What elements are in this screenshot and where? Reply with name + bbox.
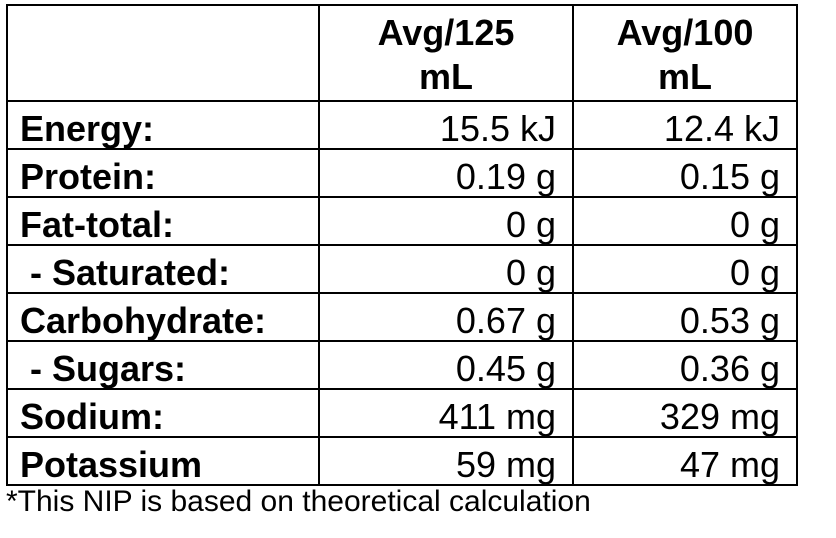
table-row-fat-total: Fat-total: 0 g 0 g [6, 196, 798, 246]
table-row-energy: Energy: 15.5 kJ 12.4 kJ [6, 100, 798, 150]
header-cell-per-125ml: Avg/125 mL [318, 4, 574, 102]
value-per-125ml: 0 g [318, 244, 574, 294]
value-per-100ml: 0 g [572, 196, 798, 246]
nutrient-label: Fat-total: [6, 196, 320, 246]
value-per-125ml: 0.67 g [318, 292, 574, 342]
value-per-100ml: 47 mg [572, 436, 798, 486]
table-row-sugars: - Sugars: 0.45 g 0.36 g [6, 340, 798, 390]
nutrient-label: Sodium: [6, 388, 320, 438]
value-per-100ml: 329 mg [572, 388, 798, 438]
value-per-125ml: 0.19 g [318, 148, 574, 198]
table-row-saturated: - Saturated: 0 g 0 g [6, 244, 798, 294]
nutrient-label: Protein: [6, 148, 320, 198]
value-per-100ml: 0.53 g [572, 292, 798, 342]
header-per-125ml-line2: mL [419, 56, 473, 97]
table-row-protein: Protein: 0.19 g 0.15 g [6, 148, 798, 198]
header-cell-per-100ml: Avg/100 mL [572, 4, 798, 102]
table-header: Avg/125 mL Avg/100 mL [6, 4, 798, 102]
nutrition-information-table: Avg/125 mL Avg/100 mL Energy: 15.5 kJ 12… [6, 4, 798, 486]
value-per-100ml: 12.4 kJ [572, 100, 798, 150]
value-per-125ml: 15.5 kJ [318, 100, 574, 150]
table-row-sodium: Sodium: 411 mg 329 mg [6, 388, 798, 438]
value-per-125ml: 0.45 g [318, 340, 574, 390]
nutrient-label: - Sugars: [6, 340, 320, 390]
value-per-100ml: 0 g [572, 244, 798, 294]
footnote: *This NIP is based on theoretical calcul… [6, 485, 591, 518]
table-row-carbohydrate: Carbohydrate: 0.67 g 0.53 g [6, 292, 798, 342]
table-row-potassium: Potassium 59 mg 47 mg [6, 436, 798, 486]
value-per-125ml: 59 mg [318, 436, 574, 486]
value-per-125ml: 0 g [318, 196, 574, 246]
value-per-125ml: 411 mg [318, 388, 574, 438]
nutrient-label: Potassium [6, 436, 320, 486]
nutrient-label: Carbohydrate: [6, 292, 320, 342]
value-per-100ml: 0.15 g [572, 148, 798, 198]
nutrient-label: Energy: [6, 100, 320, 150]
header-per-100ml-line1: Avg/100 [616, 12, 754, 53]
header-row: Avg/125 mL Avg/100 mL [6, 4, 798, 102]
nutrient-label: - Saturated: [6, 244, 320, 294]
header-cell-blank [6, 4, 320, 102]
table-body: Energy: 15.5 kJ 12.4 kJ Protein: 0.19 g … [6, 100, 798, 486]
value-per-100ml: 0.36 g [572, 340, 798, 390]
header-per-125ml-line1: Avg/125 [377, 12, 515, 53]
header-per-100ml-line2: mL [658, 56, 712, 97]
